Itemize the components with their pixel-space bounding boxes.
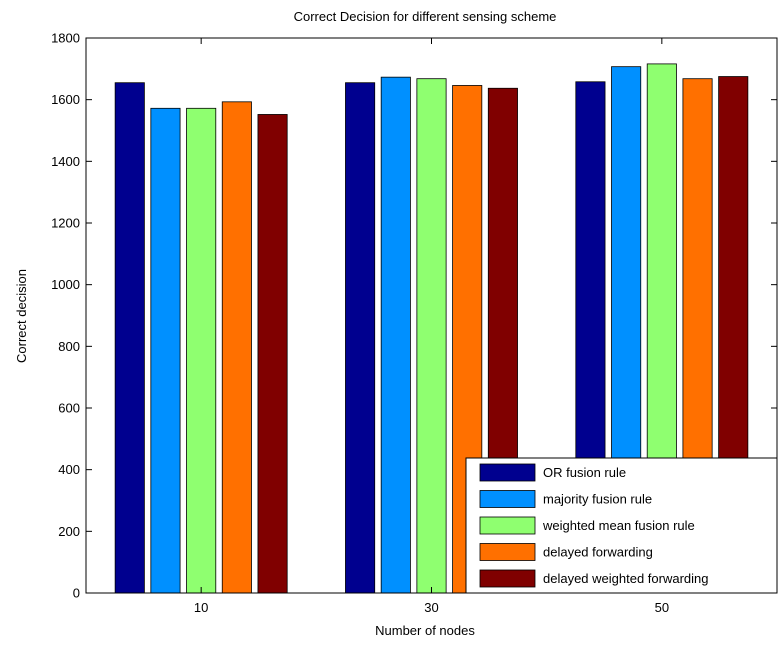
bar-majority-fusion-rule-10: [150, 107, 181, 594]
legend-label: delayed forwarding: [543, 545, 653, 560]
y-tick-label: 1400: [51, 154, 80, 169]
bar-or-fusion-rule-10: [114, 82, 145, 594]
y-tick-label: 800: [58, 339, 80, 354]
legend-swatch: [479, 516, 536, 535]
bar-majority-fusion-rule-30: [380, 76, 411, 594]
chart-title: Correct Decision for different sensing s…: [294, 9, 557, 24]
y-tick-label: 1600: [51, 92, 80, 107]
y-tick-label: 600: [58, 401, 80, 416]
legend-swatch: [479, 569, 536, 588]
bar-weighted-mean-fusion-rule-30: [416, 78, 447, 594]
x-tick-label: 30: [424, 600, 438, 615]
y-tick-label: 200: [58, 524, 80, 539]
bar-delayed-forwarding-10: [221, 101, 252, 594]
bar-delayed-weighted-forwarding-10: [257, 114, 288, 594]
x-axis-label: Number of nodes: [375, 623, 475, 638]
y-tick-label: 1000: [51, 277, 80, 292]
legend-label: delayed weighted forwarding: [543, 571, 709, 586]
axes-group: 0 200 400 600 800 1000 1200 1400 1600 1800 10 30 50: [51, 31, 778, 615]
y-tick-label: 0: [73, 586, 80, 601]
legend-label: OR fusion rule: [543, 465, 626, 480]
legend-swatch: [479, 543, 536, 561]
y-axis-label: Correct decision: [14, 269, 29, 363]
bar-or-fusion-rule-30: [345, 82, 376, 594]
y-tick-label: 1200: [51, 216, 80, 231]
bar-weighted-mean-fusion-rule-10: [186, 107, 217, 594]
legend-label: weighted mean fusion rule: [542, 518, 695, 533]
x-tick-label: 10: [194, 600, 208, 615]
legend: OR fusion rule majority fusion rule weight…: [465, 457, 778, 594]
legend-label: majority fusion rule: [543, 492, 652, 507]
legend-swatch: [479, 490, 536, 508]
legend-swatch: [479, 463, 536, 482]
y-tick-label: 1800: [51, 31, 80, 46]
x-tick-label: 50: [655, 600, 669, 615]
y-tick-label: 400: [58, 462, 80, 477]
